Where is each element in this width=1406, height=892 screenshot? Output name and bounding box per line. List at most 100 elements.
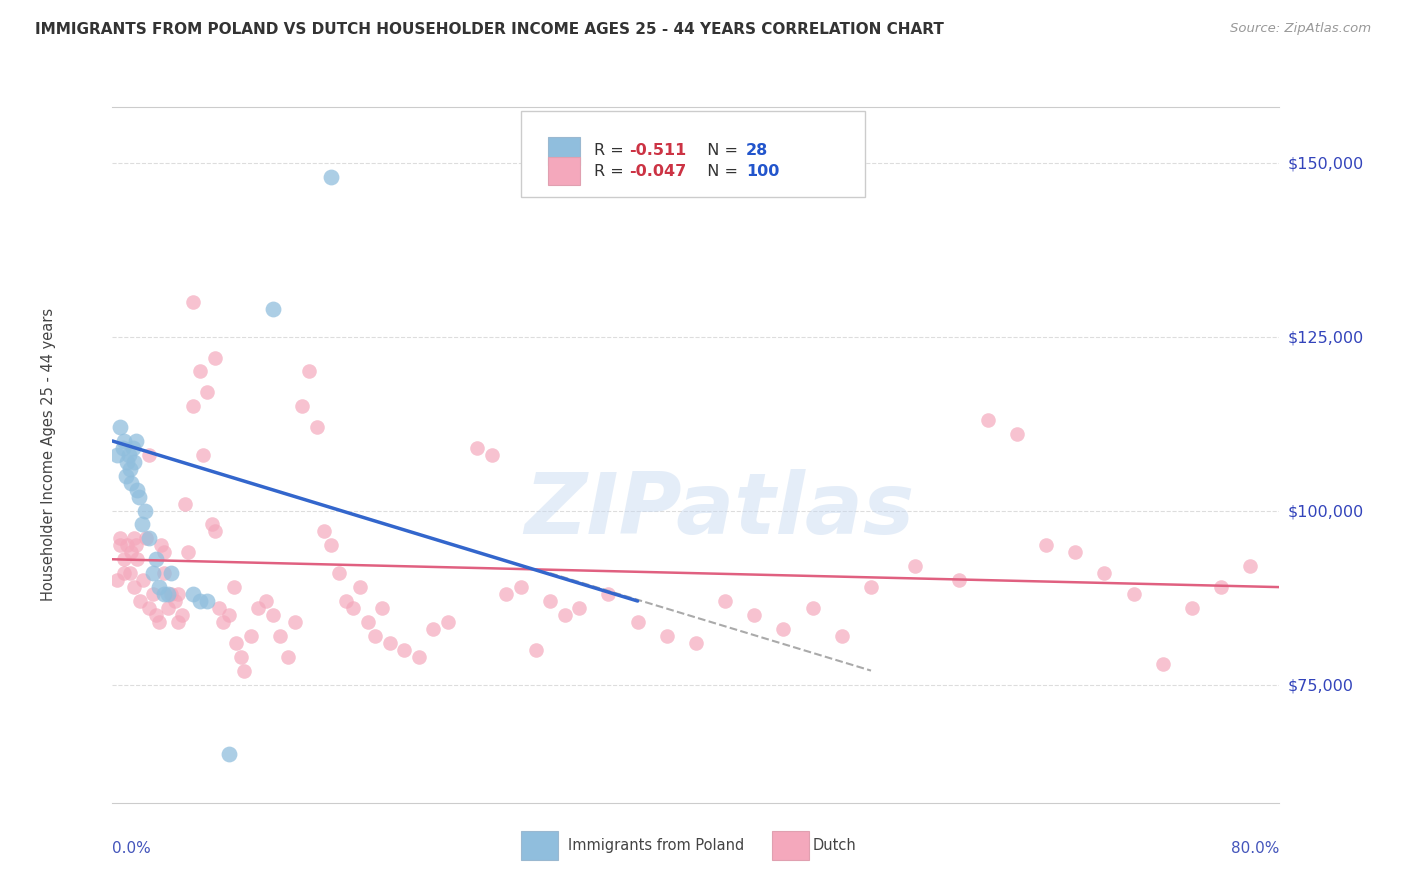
Text: R =: R = <box>595 163 630 178</box>
Point <box>112 566 135 581</box>
Point <box>117 448 139 462</box>
Point <box>1152 657 1174 671</box>
Point <box>291 399 314 413</box>
Point <box>165 594 187 608</box>
Point <box>138 532 160 546</box>
Point <box>298 364 321 378</box>
Point <box>1064 545 1087 559</box>
FancyBboxPatch shape <box>772 830 810 860</box>
Point <box>305 420 328 434</box>
Point <box>465 441 488 455</box>
Point <box>772 622 794 636</box>
Point <box>127 483 149 497</box>
Text: Dutch: Dutch <box>813 838 856 853</box>
Point <box>160 566 183 581</box>
Point <box>321 538 343 552</box>
Text: IMMIGRANTS FROM POLAND VS DUTCH HOUSEHOLDER INCOME AGES 25 - 44 YEARS CORRELATIO: IMMIGRANTS FROM POLAND VS DUTCH HOUSEHOL… <box>35 22 943 37</box>
Point <box>138 601 160 615</box>
Point <box>948 573 970 587</box>
Point <box>371 601 394 615</box>
Point <box>269 629 291 643</box>
Point <box>132 573 155 587</box>
Point <box>225 636 247 650</box>
FancyBboxPatch shape <box>520 111 865 197</box>
Point <box>342 601 364 615</box>
FancyBboxPatch shape <box>520 830 558 860</box>
Point <box>437 615 460 629</box>
Point <box>1092 566 1115 581</box>
Point <box>247 601 270 615</box>
Point <box>1035 538 1057 552</box>
Point <box>195 594 218 608</box>
Point <box>201 517 224 532</box>
Point <box>422 622 444 636</box>
Point <box>111 441 134 455</box>
Point <box>152 545 174 559</box>
Point <box>125 538 148 552</box>
Point <box>118 462 141 476</box>
Point <box>276 649 298 664</box>
Point <box>904 559 927 574</box>
Point <box>204 524 226 539</box>
Point <box>174 497 197 511</box>
Point <box>181 294 204 309</box>
Point <box>554 607 576 622</box>
Point <box>495 587 517 601</box>
Point <box>229 649 252 664</box>
Point <box>801 601 824 615</box>
Point <box>1122 587 1144 601</box>
Point <box>284 615 307 629</box>
Point <box>188 364 211 378</box>
Point <box>408 649 430 664</box>
Point <box>118 566 141 581</box>
Point <box>160 587 183 601</box>
Point <box>195 385 218 400</box>
Point <box>115 455 138 469</box>
Point <box>145 552 167 566</box>
Point <box>481 448 503 462</box>
Point <box>378 636 401 650</box>
Point <box>142 566 165 581</box>
Point <box>218 607 240 622</box>
Point <box>108 532 131 546</box>
Point <box>134 503 156 517</box>
Point <box>108 538 131 552</box>
Point <box>148 580 170 594</box>
Point <box>859 580 883 594</box>
Point <box>191 448 214 462</box>
Point <box>204 351 226 365</box>
Point <box>156 601 179 615</box>
Point <box>262 607 284 622</box>
Text: Householder Income Ages 25 - 44 years: Householder Income Ages 25 - 44 years <box>41 309 56 601</box>
Point <box>328 566 350 581</box>
Point <box>1181 601 1204 615</box>
Point <box>120 475 142 490</box>
Point <box>156 587 179 601</box>
Point <box>125 434 148 448</box>
Point <box>167 615 190 629</box>
Point <box>114 468 136 483</box>
Point <box>112 434 135 448</box>
Point <box>112 552 135 566</box>
Point <box>626 615 648 629</box>
Point <box>976 413 998 427</box>
Text: 100: 100 <box>747 163 779 178</box>
Point <box>335 594 357 608</box>
Point <box>232 664 254 678</box>
Point <box>149 538 172 552</box>
Point <box>129 594 152 608</box>
Text: Source: ZipAtlas.com: Source: ZipAtlas.com <box>1230 22 1371 36</box>
Text: ZIPatlas: ZIPatlas <box>524 469 914 552</box>
Point <box>152 566 174 581</box>
Point <box>122 441 145 455</box>
Point <box>254 594 277 608</box>
Point <box>135 532 157 546</box>
Point <box>240 629 263 643</box>
Text: 0.0%: 0.0% <box>112 841 152 856</box>
Point <box>181 399 204 413</box>
Point <box>115 538 138 552</box>
Point <box>105 448 128 462</box>
Point <box>312 524 335 539</box>
Point <box>598 587 620 601</box>
Point <box>152 587 174 601</box>
